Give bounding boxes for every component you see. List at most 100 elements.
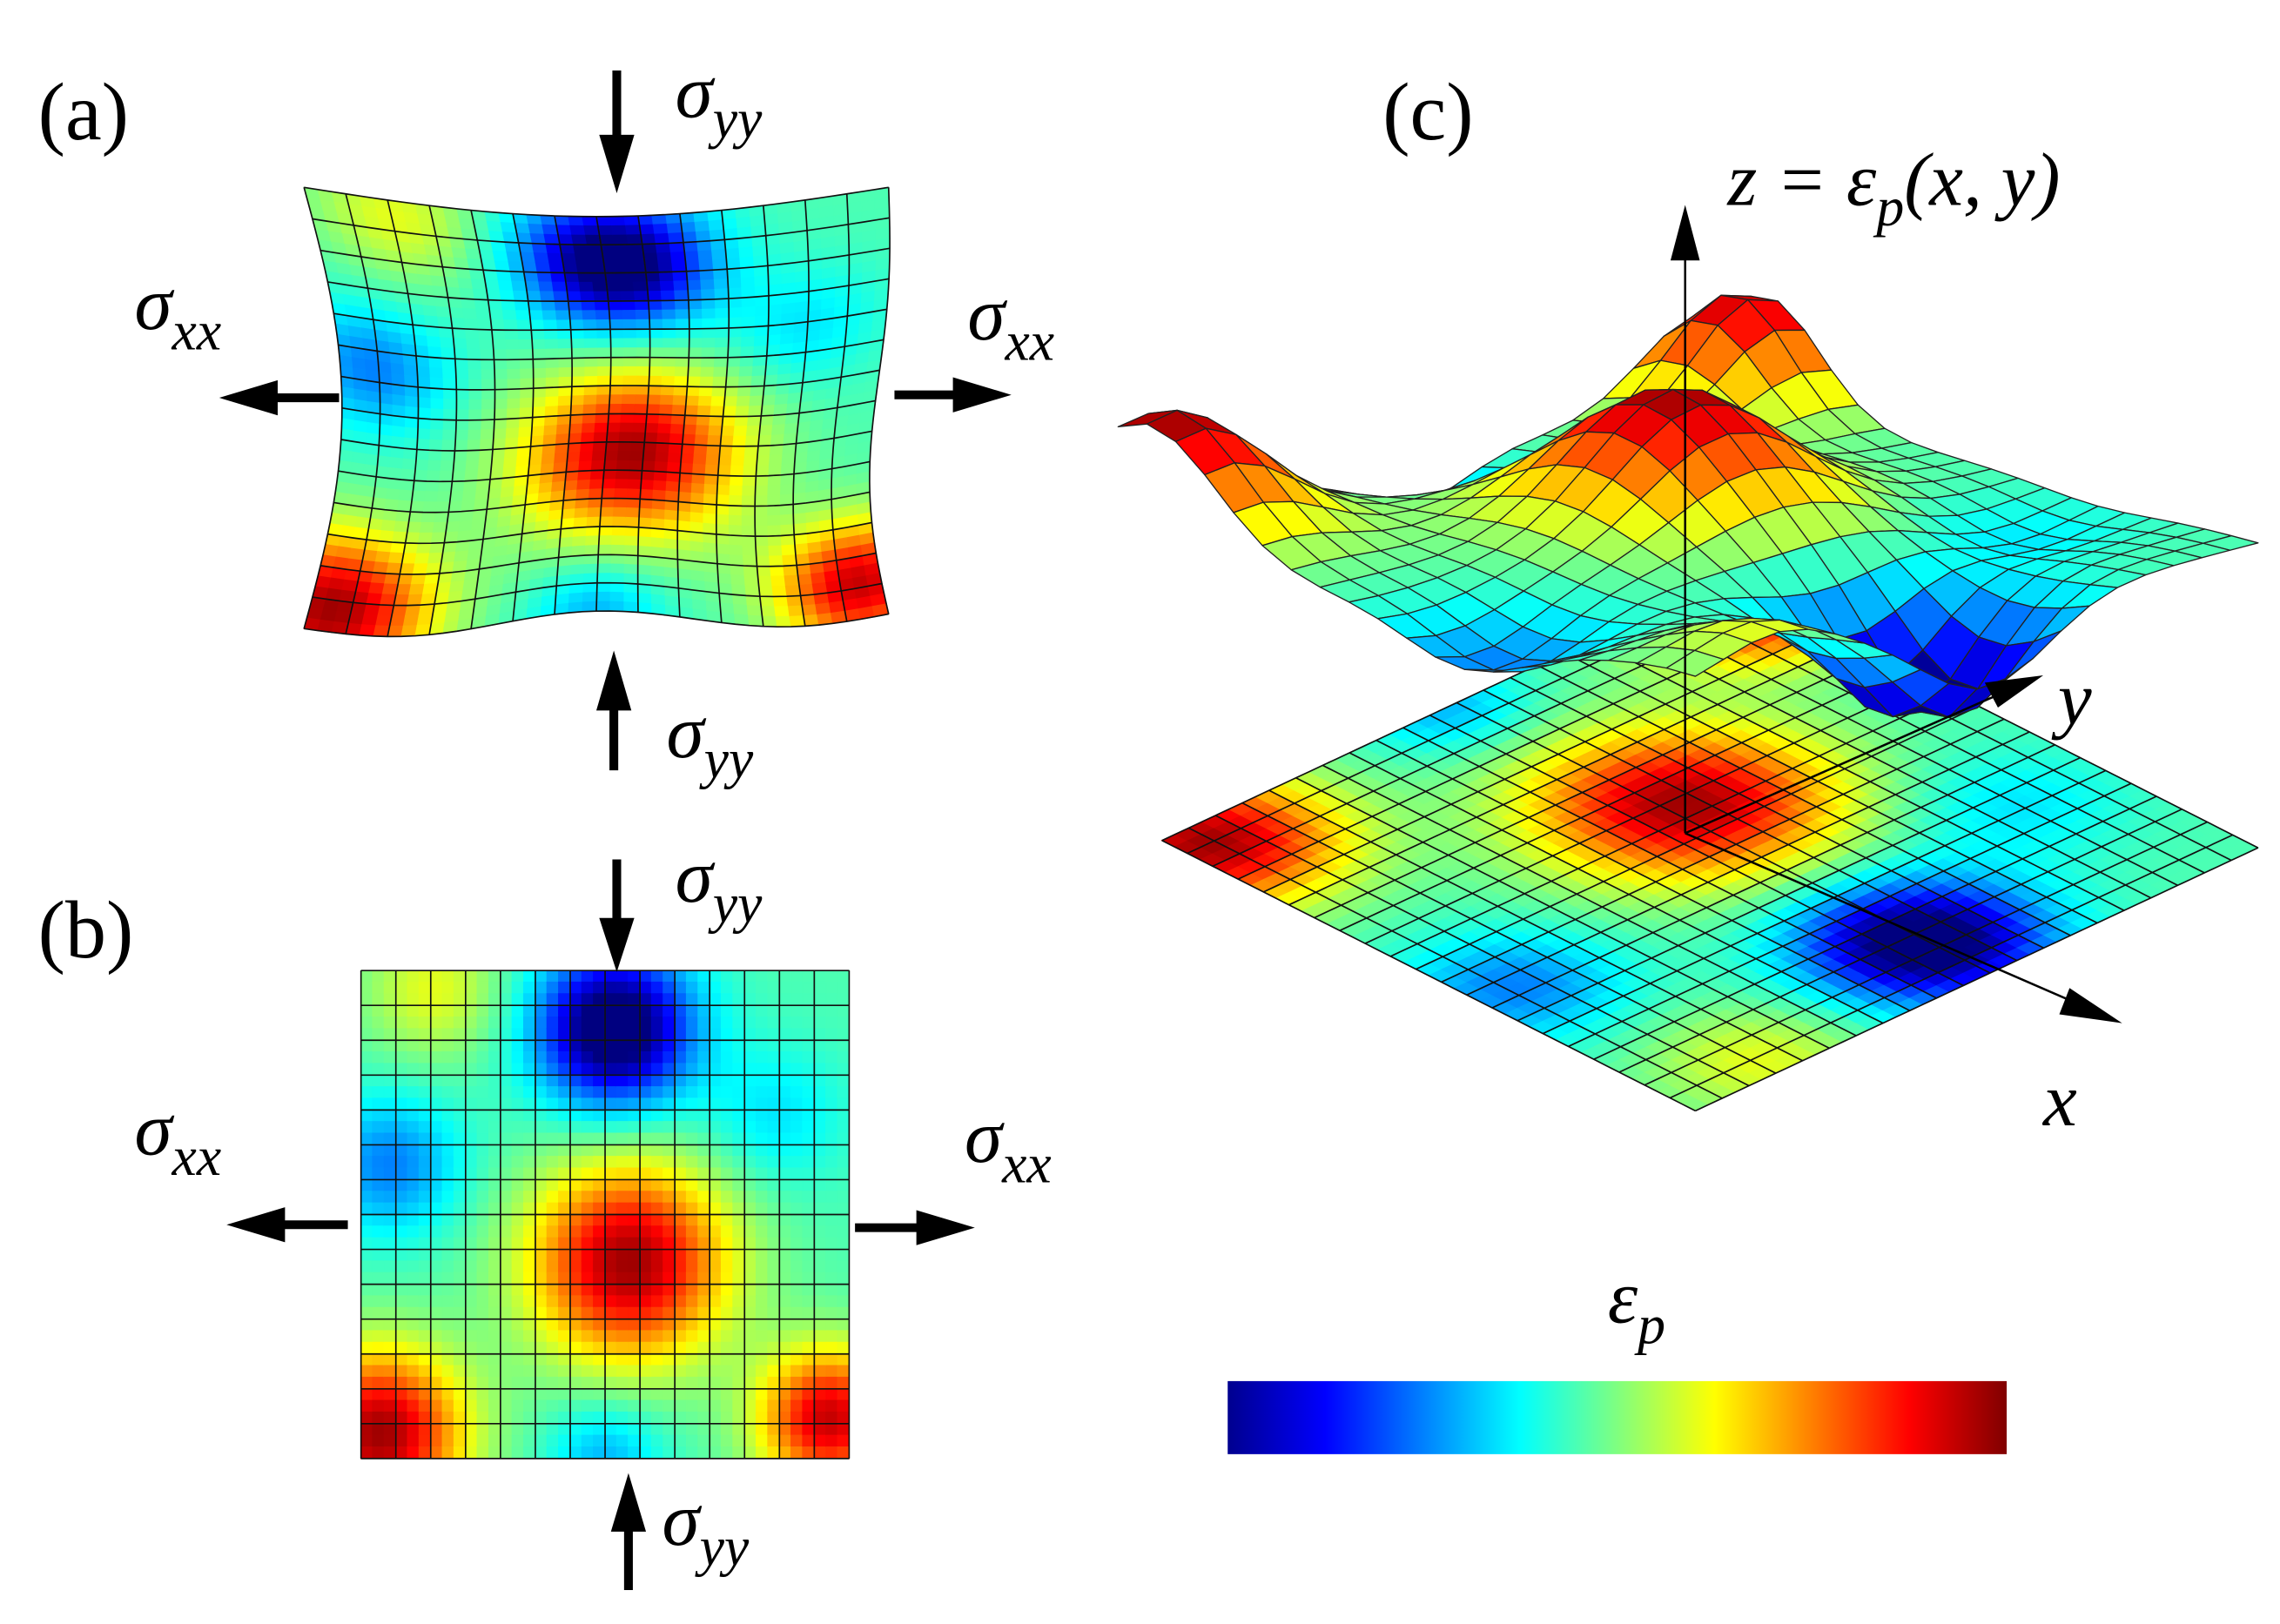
field-cell	[685, 1202, 699, 1216]
field-cell	[679, 462, 695, 475]
field-cell	[453, 1423, 467, 1436]
field-cell	[453, 1202, 467, 1216]
field-cell	[392, 531, 408, 544]
field-cell	[756, 1039, 769, 1053]
field-cell	[360, 1202, 373, 1216]
field-cell	[511, 1260, 525, 1273]
field-cell	[732, 1202, 745, 1216]
field-cell	[628, 1156, 641, 1169]
field-cell	[685, 1039, 699, 1053]
field-cell	[689, 328, 703, 339]
field-cell	[709, 1004, 723, 1018]
field-cell	[407, 1446, 420, 1460]
field-cell	[720, 1097, 734, 1111]
field-cell	[767, 1330, 780, 1343]
field-cell	[581, 1086, 595, 1099]
field-cell	[767, 1272, 780, 1285]
field-cell	[682, 231, 698, 244]
field-cell	[609, 582, 625, 594]
field-cell	[395, 1097, 408, 1111]
field-cell	[575, 498, 590, 510]
field-cell	[664, 509, 679, 522]
field-cell	[580, 441, 595, 453]
field-cell	[617, 441, 633, 453]
field-cell	[688, 299, 703, 311]
field-cell	[541, 300, 557, 312]
field-cell	[511, 1144, 525, 1158]
field-cell	[813, 1306, 827, 1320]
field-cell	[441, 1109, 455, 1123]
grid-line	[715, 210, 730, 623]
field-cell	[778, 1191, 792, 1204]
field-cell	[778, 1156, 792, 1169]
field-cell	[430, 1399, 443, 1413]
field-cell	[723, 396, 738, 407]
field-cell	[606, 432, 621, 443]
field-cell	[360, 1260, 373, 1273]
field-cell	[685, 1330, 699, 1343]
field-cell	[790, 1213, 804, 1227]
field-cell	[837, 1284, 850, 1297]
field-cell	[709, 970, 723, 983]
field-cell	[736, 395, 751, 407]
field-cell	[648, 309, 663, 320]
field-cell	[571, 234, 588, 245]
field-cell	[661, 376, 676, 387]
field-cell	[522, 1260, 536, 1273]
field-cell	[418, 1097, 432, 1111]
field-cell	[722, 218, 738, 231]
field-cell	[781, 544, 797, 557]
field-cell	[395, 1109, 408, 1123]
field-cell	[770, 575, 787, 587]
field-cell	[825, 1446, 838, 1460]
field-cell	[598, 526, 614, 537]
field-cell	[662, 357, 676, 368]
field-cell	[607, 413, 622, 424]
field-cell	[716, 494, 730, 507]
field-cell	[709, 1260, 723, 1273]
field-cell	[609, 573, 625, 584]
field-cell	[837, 1051, 850, 1064]
field-cell	[467, 348, 482, 360]
field-cell	[767, 525, 782, 537]
field-cell	[418, 1319, 432, 1332]
field-cell	[553, 291, 569, 302]
field-cell	[778, 981, 792, 995]
field-cell	[732, 1423, 745, 1436]
field-cell	[569, 225, 587, 236]
field-cell	[778, 1121, 792, 1134]
field-cell	[555, 443, 569, 455]
field-cell	[662, 1446, 676, 1460]
field-cell	[463, 318, 480, 331]
field-cell	[430, 1074, 443, 1088]
field-cell	[628, 1202, 641, 1216]
field-cell	[532, 386, 548, 399]
field-cell	[790, 1365, 804, 1379]
field-cell	[501, 299, 517, 312]
field-cell	[700, 278, 716, 291]
field-cell	[511, 981, 525, 995]
field-cell	[441, 1016, 455, 1030]
field-cell	[465, 1341, 478, 1355]
field-cell	[556, 319, 572, 331]
field-cell	[593, 1341, 606, 1355]
field-cell	[624, 225, 642, 236]
field-cell	[790, 1202, 804, 1216]
field-cell	[753, 345, 769, 358]
field-cell	[411, 490, 427, 503]
field-cell	[583, 328, 599, 340]
field-cell	[500, 1341, 513, 1355]
field-cell	[540, 214, 557, 226]
field-cell	[476, 1074, 490, 1088]
field-cell	[778, 1051, 792, 1064]
field-cell	[569, 1330, 582, 1343]
field-cell	[716, 504, 730, 516]
grid-line	[304, 610, 889, 638]
field-cell	[751, 365, 767, 378]
field-cell	[813, 1144, 827, 1158]
field-cell	[360, 1365, 373, 1379]
field-cell	[837, 1365, 850, 1379]
field-cell	[592, 281, 609, 292]
field-cell	[593, 1330, 606, 1343]
